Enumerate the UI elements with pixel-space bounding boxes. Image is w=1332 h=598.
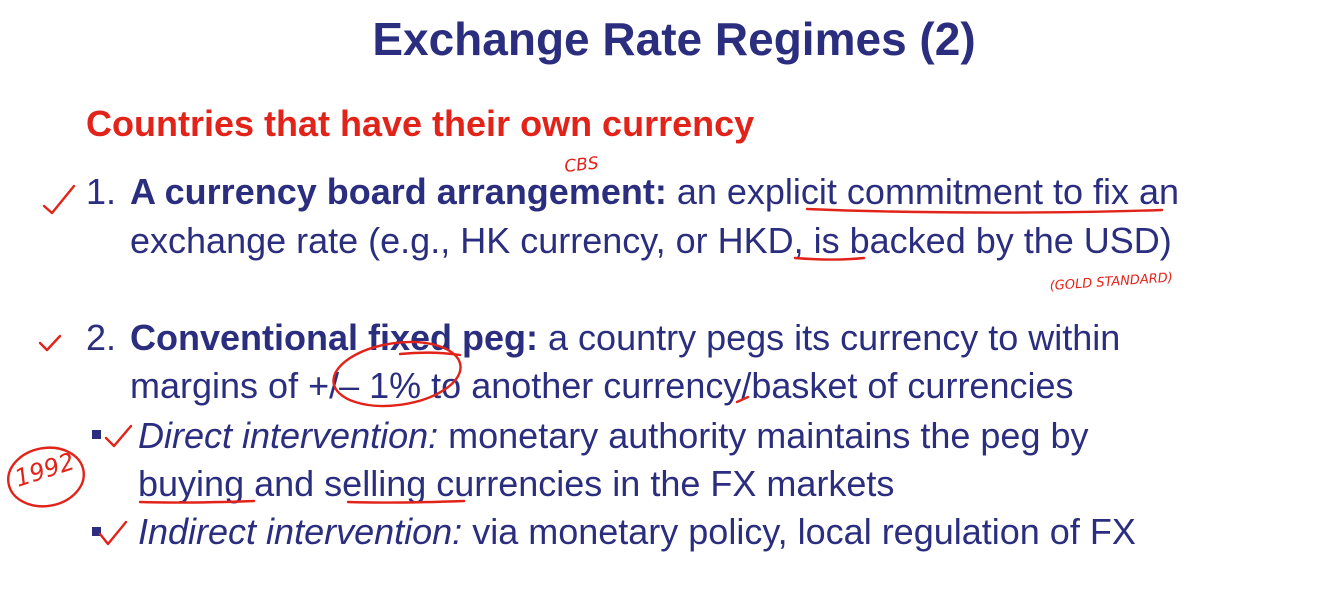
bullet-square-1: [92, 430, 101, 439]
item-1-line-2-a: exchange rate (e.g., HK currency, or: [130, 220, 718, 261]
sub-1-selling: selling: [324, 463, 427, 504]
item-1-term: A currency board arrangement:: [130, 171, 667, 212]
slide-subtitle: Countries that have their own currency: [86, 103, 755, 144]
sub-1-text: monetary authority maintains the peg by: [438, 415, 1089, 456]
item-1-line-1: 1. A currency board arrangement: an expli…: [86, 170, 1179, 214]
item-2-text: a country pegs its currency to within: [538, 317, 1121, 358]
check-mark-icon: [42, 184, 76, 215]
item-2-number: 2.: [86, 317, 117, 358]
item-1-number: 1.: [86, 171, 117, 212]
sub-2-line-1: Indirect intervention: via monetary poli…: [138, 510, 1136, 554]
item-1-text-a: an: [666, 171, 727, 212]
item-2-line-2: margins of +/– 1% to another currency/ba…: [130, 364, 1074, 408]
sub-1-term: Direct intervention:: [138, 415, 439, 456]
check-mark-icon: [38, 334, 62, 352]
sub-1-line-2: buying and selling currencies in the FX …: [138, 462, 894, 506]
item-1-text-b: to fix an: [1042, 171, 1180, 212]
sub-1-rest: currencies in the FX markets: [426, 463, 895, 504]
item-1-explicit-commitment: explicit commitment: [726, 171, 1043, 212]
item-2-line-2-a: margins of: [130, 365, 309, 406]
sub-1-buying: buying: [138, 463, 245, 504]
sub-1-line-1: Direct intervention: monetary authority …: [138, 414, 1089, 458]
circle-year: [7, 446, 85, 508]
item-2-term: Conventional fixed peg:: [130, 317, 539, 358]
item-1-hkd: HKD: [717, 220, 794, 261]
year-note: 1992: [11, 447, 78, 493]
gold-standard-note: (GOLD STANDARD): [1049, 270, 1173, 294]
slide-title: Exchange Rate Regimes (2): [372, 13, 976, 65]
sub-1-and: and: [244, 463, 325, 504]
item-1-line-2-b: , is backed by the USD): [793, 220, 1172, 261]
item-2-line-1: 2. Conventional fixed peg: a country pegs…: [86, 316, 1120, 360]
item-1-line-2: exchange rate (e.g., HK currency, or HKD…: [130, 219, 1172, 263]
sub-2-text: via monetary policy, local regulation of…: [462, 511, 1136, 552]
item-2-line-2-b: to another currency/basket of currencies: [421, 365, 1074, 406]
check-mark-icon: [98, 520, 128, 546]
check-mark-icon: [104, 424, 133, 448]
sub-2-term: Indirect intervention:: [138, 511, 463, 552]
bullet-square-2: [92, 527, 101, 536]
item-2-margin: +/– 1%: [308, 365, 422, 406]
